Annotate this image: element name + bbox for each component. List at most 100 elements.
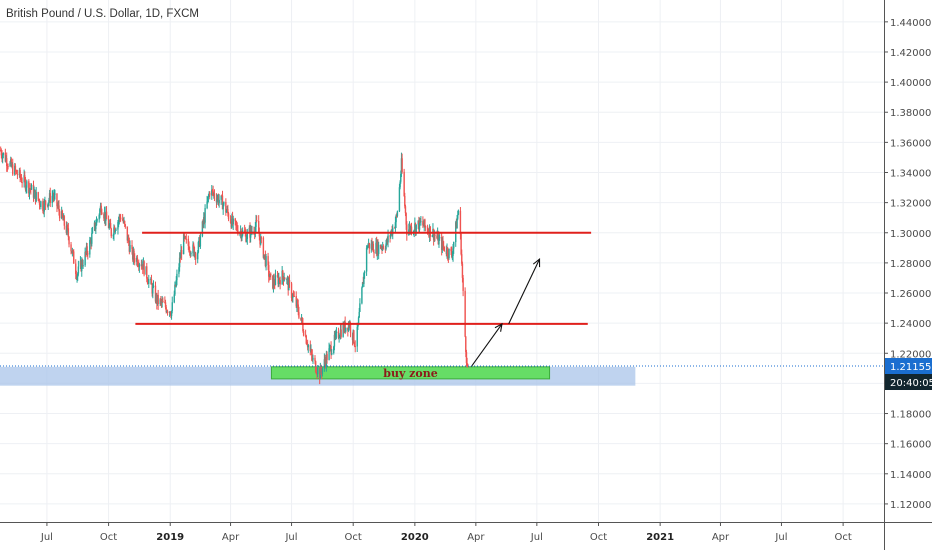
x-tick-label: Jul <box>284 532 297 543</box>
candle-body <box>91 233 93 244</box>
candle-body <box>302 323 304 332</box>
candle-body <box>434 234 436 236</box>
candle-body <box>260 237 263 239</box>
candle-body <box>312 357 314 360</box>
candle-body <box>377 244 380 254</box>
candle-body <box>465 336 467 353</box>
candle-body <box>146 278 149 282</box>
candle-body <box>14 165 17 171</box>
candle-body <box>101 212 103 215</box>
candle-body <box>331 352 333 355</box>
candle-body <box>66 225 69 229</box>
candle-body <box>446 248 449 256</box>
candle-body <box>159 299 161 305</box>
candle-body <box>268 265 270 277</box>
candle-body <box>349 323 352 333</box>
candle-body <box>319 366 322 380</box>
candle-body <box>54 193 56 195</box>
candle-body <box>137 264 139 266</box>
x-tick-label: Oct <box>345 532 362 543</box>
candle-body <box>86 246 88 254</box>
candle-body <box>356 327 358 347</box>
candle-body <box>443 246 446 251</box>
candle-body <box>302 331 305 336</box>
candle-body <box>288 280 291 284</box>
trend-arrow <box>470 323 503 368</box>
candle-body <box>309 345 312 352</box>
candle-body <box>100 205 102 213</box>
time-axis[interactable]: Jul Oct 2019 Apr Jul Oct 2020 Apr Jul Oct 2021 Apr J… <box>40 522 852 543</box>
candle-body <box>424 226 427 228</box>
candle-body <box>328 348 330 360</box>
candle-body <box>194 253 197 260</box>
x-tick-label: 2020 <box>401 532 429 543</box>
candle-body <box>98 214 100 220</box>
candle-body <box>235 221 237 225</box>
candle-body <box>255 220 257 227</box>
candle-body <box>288 280 290 291</box>
buy-zone <box>270 366 551 380</box>
candle-body <box>354 345 356 347</box>
candle-body <box>166 311 169 313</box>
y-tick-label: 1.34000 <box>890 168 931 179</box>
x-tick-label: Jul <box>40 532 53 543</box>
candle-body <box>467 363 469 366</box>
price-axis[interactable]: 1.44000 1.42000 1.40000 1.38000 1.36000 1.340… <box>884 18 931 511</box>
candle-body <box>1 155 4 159</box>
candle-body <box>211 189 213 196</box>
candle-body <box>330 346 332 355</box>
candle-body <box>133 250 135 259</box>
candle-body <box>35 192 37 202</box>
candle-body <box>284 278 286 280</box>
candle-body <box>320 366 322 372</box>
drawing-lines <box>0 231 884 368</box>
timer-tag-text: 20:40:05 <box>890 378 932 389</box>
candle-body <box>251 231 253 233</box>
candles <box>0 146 469 385</box>
candle-body <box>24 178 27 190</box>
candle-body <box>316 368 319 375</box>
candle-body <box>291 297 293 299</box>
candle-body <box>323 359 326 369</box>
candle-body <box>306 343 308 345</box>
candle-body <box>197 242 200 253</box>
y-tick-label: 1.26000 <box>890 289 931 300</box>
timer-tag <box>885 374 932 391</box>
candle-body <box>190 253 192 255</box>
candle-body <box>335 331 338 334</box>
candle-body <box>129 245 131 252</box>
candle-body <box>218 199 220 204</box>
candle-body <box>372 243 375 252</box>
candle-body <box>95 219 98 226</box>
candle-body <box>282 270 284 277</box>
candle-body <box>258 233 261 237</box>
candle-body <box>464 290 466 337</box>
candle-body <box>347 323 350 331</box>
y-tick-label: 1.32000 <box>890 199 931 210</box>
candle-body <box>404 196 406 207</box>
candle-body <box>174 284 176 295</box>
candle-body <box>301 317 303 324</box>
candle-body <box>175 280 177 287</box>
candle-body <box>170 310 173 317</box>
candle-body <box>136 257 139 265</box>
candle-body <box>270 273 272 276</box>
y-tick-label: 1.40000 <box>890 78 931 89</box>
candle-body <box>112 235 114 237</box>
candle-body <box>188 245 190 252</box>
candle-body <box>9 162 11 167</box>
candle-body <box>442 245 445 247</box>
y-tick-label: 1.14000 <box>890 470 931 481</box>
candle-body <box>107 219 110 229</box>
candle-body <box>213 193 216 198</box>
candle-body <box>245 232 247 242</box>
candle-body <box>43 200 45 212</box>
candle-body <box>89 240 91 255</box>
candle-body <box>184 236 187 239</box>
candle-body <box>395 215 397 223</box>
candle-body <box>77 273 79 278</box>
candle-body <box>178 267 180 274</box>
candle-body <box>292 294 294 299</box>
candle-body <box>223 201 225 205</box>
